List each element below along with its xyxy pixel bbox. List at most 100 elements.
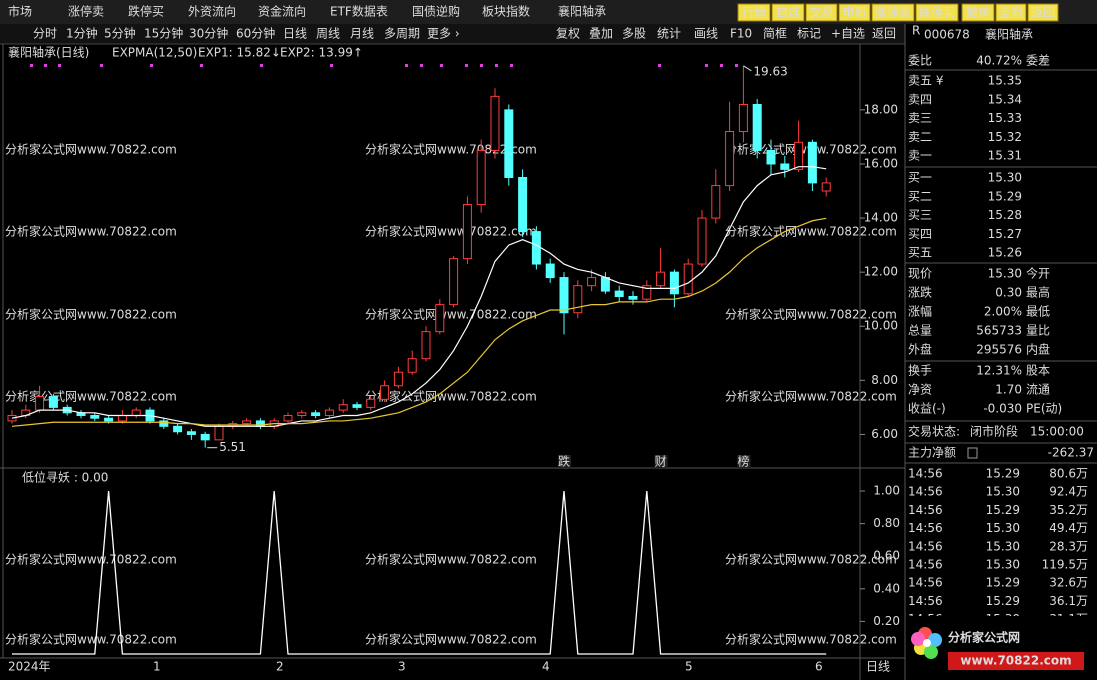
menu-item[interactable]: 市场 (8, 4, 32, 19)
candle-body (725, 131, 735, 187)
button-label[interactable]: 撤单 (966, 5, 990, 20)
menu-item[interactable]: 跌停买 (128, 4, 164, 19)
menu-button[interactable] (871, 3, 915, 22)
menu-item[interactable]: 涨停卖 (68, 4, 104, 19)
signal-dot (44, 64, 47, 67)
x-tick-label: 4 (542, 660, 550, 674)
candle-body (518, 176, 528, 233)
tool-button[interactable]: 简框 (763, 27, 787, 41)
period-tab[interactable]: 月线 (350, 27, 374, 41)
candle-body (794, 141, 804, 170)
y-tick-label: 12.00 (864, 265, 898, 279)
ask-label: 卖二 (908, 130, 932, 144)
tool-button[interactable]: F10 (730, 27, 752, 41)
badge: R (912, 24, 920, 38)
stock-name: 襄阳轴承 (985, 27, 1033, 42)
tool-button[interactable]: 标记 (797, 27, 821, 41)
menu-item[interactable]: 资金流向 (258, 4, 306, 19)
button-label[interactable]: 跌停买 (919, 5, 955, 20)
trade-volume: 35.2万 (1049, 503, 1088, 517)
button-label[interactable]: 自选 (776, 6, 800, 20)
menu-button[interactable] (805, 3, 838, 22)
menu-button[interactable] (1027, 3, 1059, 22)
signal-dot (658, 64, 661, 67)
period-tab[interactable]: 分时 (33, 27, 57, 41)
legend-entry: EXP1: 15.82↓ (198, 46, 281, 60)
tool-button[interactable]: 多股 (622, 27, 646, 41)
period-tab[interactable]: 1分钟 (66, 26, 98, 41)
candle-body (752, 103, 762, 151)
menu-button[interactable] (771, 3, 805, 22)
candle-body (214, 425, 224, 441)
candle-body (545, 263, 555, 279)
signal-dot (720, 64, 723, 67)
candle-body (366, 398, 376, 408)
button-label[interactable]: 交易 (809, 5, 833, 20)
trade-volume: 92.4万 (1049, 485, 1088, 499)
menu-item[interactable]: 襄阳轴承 (558, 4, 606, 19)
button-label[interactable]: 全撤 (999, 5, 1023, 20)
trade-volume: 32.6万 (1049, 576, 1088, 590)
x-tick-label: 3 (398, 660, 406, 674)
candle-body (407, 358, 417, 373)
menu-button[interactable] (961, 3, 995, 22)
candle-body (614, 290, 624, 297)
field-label: 现价 (908, 267, 932, 281)
y-tick-label: 0.60 (873, 549, 900, 563)
field-label: 总量 (908, 324, 932, 338)
period-tab[interactable]: 多周期 (384, 27, 420, 41)
net-label: 主力净额 (908, 446, 956, 460)
period-tab[interactable]: 更多 › (427, 27, 460, 41)
period-tab[interactable]: 15分钟 (144, 26, 183, 41)
signal-dot (30, 64, 33, 67)
tool-button[interactable]: 画线 (694, 27, 718, 41)
menu-button[interactable] (995, 3, 1027, 22)
trade-time: 14:56 (908, 576, 943, 590)
candle-body (559, 277, 569, 314)
tool-button[interactable]: 复权 (556, 27, 580, 41)
tool-button[interactable]: 返回 (872, 27, 896, 41)
tool-button[interactable]: +自选 (831, 27, 865, 41)
logo-petal (924, 645, 938, 659)
legend-entry: EXP2: 13.99↑ (280, 46, 363, 60)
signal-dot (58, 64, 61, 67)
menu-item[interactable]: ETF数据表 (330, 4, 388, 19)
field-label: 股本 (1026, 364, 1050, 378)
ask-price: 15.31 (988, 149, 1022, 163)
annotation: 19.63 (753, 64, 787, 78)
period-tab[interactable]: 周线 (316, 27, 340, 41)
candle-body (656, 271, 666, 287)
candle-body (669, 271, 679, 295)
trade-price: 15.30 (986, 521, 1020, 535)
button-label[interactable]: 涨停卖 (875, 5, 911, 20)
candle-body (48, 396, 58, 408)
menu-item[interactable]: 外资流向 (188, 4, 236, 19)
period-tab[interactable]: 日线 (283, 27, 307, 41)
ask-price: 15.34 (988, 92, 1022, 106)
trade-volume: 119.5万 (1042, 558, 1088, 572)
menu-button[interactable] (737, 3, 771, 22)
signal-dot (150, 64, 153, 67)
tool-button[interactable]: 叠加 (589, 27, 613, 41)
trade-price: 15.29 (986, 594, 1020, 608)
status-label: 交易状态: (908, 424, 960, 439)
button-label[interactable]: 行情 (742, 6, 766, 20)
watermark: 分析家公式网www.70822.com (5, 142, 177, 157)
menu-item[interactable]: 板块指数 (482, 4, 530, 19)
period-tab[interactable]: 60分钟 (236, 26, 275, 41)
ask-label: 卖五 ¥ (908, 74, 944, 88)
period-tab[interactable]: 5分钟 (104, 26, 136, 41)
trade-time: 14:56 (908, 594, 943, 608)
menu-item[interactable]: 国债逆购 (412, 4, 460, 19)
annotation-line (743, 65, 752, 72)
menu-button[interactable] (838, 3, 871, 22)
candle-body (186, 431, 196, 435)
field-value: 1.70 (995, 383, 1022, 397)
tool-button[interactable]: 统计 (657, 27, 681, 41)
period-tab[interactable]: 30分钟 (189, 26, 228, 41)
button-label[interactable]: 返回 (1031, 6, 1055, 20)
watermark: 分析家公式网www.70822.com (5, 307, 177, 322)
menu-button[interactable] (915, 3, 959, 22)
button-label[interactable]: 申新 (842, 5, 866, 20)
